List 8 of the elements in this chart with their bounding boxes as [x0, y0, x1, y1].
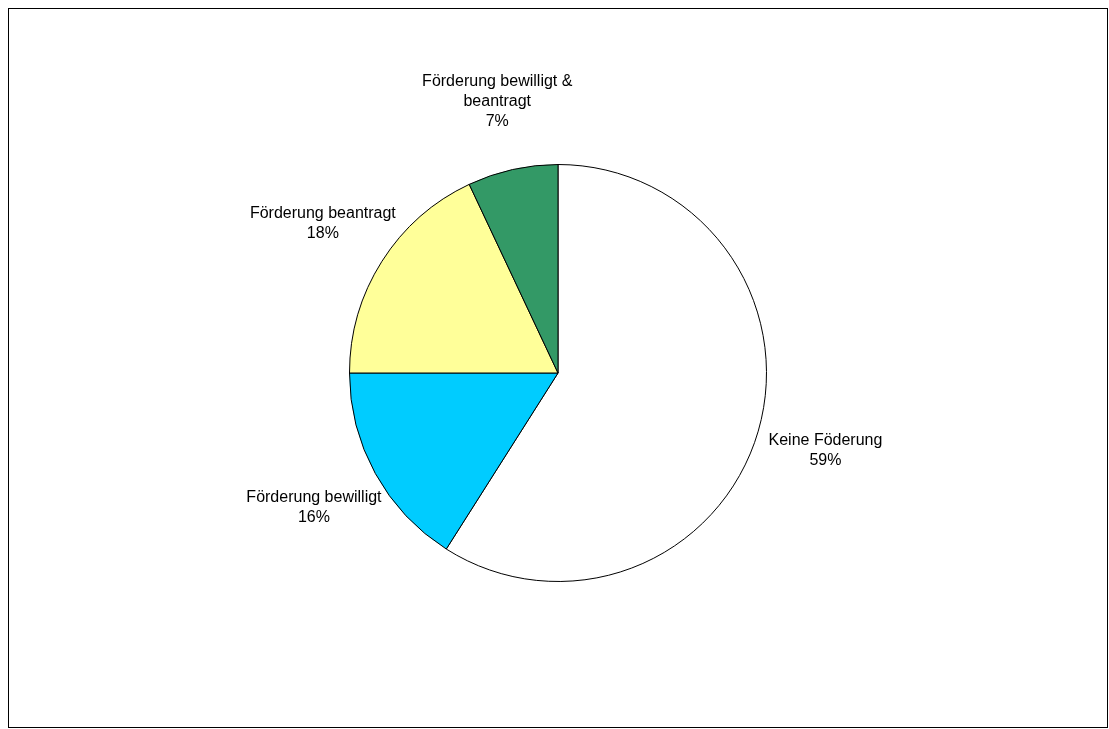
slice-label: Förderung bewilligt & beantragt — [422, 71, 573, 109]
data-label: 59% — [809, 451, 842, 469]
slice-label: Keine Föderung — [768, 431, 883, 449]
slice-label: Förderung beantragt — [249, 204, 397, 222]
slice-label: Förderung bewilligt — [246, 487, 383, 505]
data-label: 16% — [297, 507, 330, 525]
data-label: 18% — [306, 224, 339, 242]
data-label: 7% — [485, 111, 509, 129]
